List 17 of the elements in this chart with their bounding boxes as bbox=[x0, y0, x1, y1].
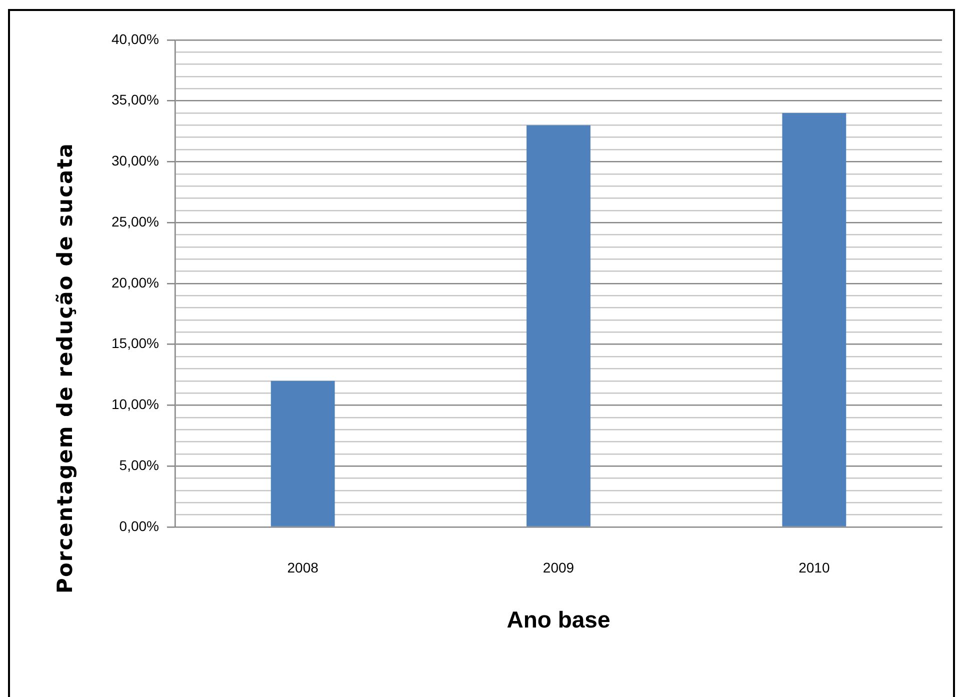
x-tick-label: 2009 bbox=[542, 559, 574, 576]
x-tick-label: 2010 bbox=[798, 559, 830, 576]
y-tick-label: 20,00% bbox=[112, 274, 159, 290]
y-tick-label: 0,00% bbox=[119, 518, 159, 534]
y-tick-label: 30,00% bbox=[112, 152, 159, 169]
y-tick-label: 15,00% bbox=[112, 335, 159, 352]
y-tick-label: 40,00% bbox=[112, 30, 159, 47]
bar bbox=[782, 113, 846, 526]
x-tick-label: 2008 bbox=[287, 559, 319, 576]
y-tick-label: 10,00% bbox=[112, 396, 159, 412]
y-tick-label: 35,00% bbox=[112, 92, 159, 108]
bar bbox=[270, 380, 335, 526]
x-axis-title: Ano base bbox=[506, 606, 610, 633]
bar bbox=[526, 125, 590, 526]
y-tick-label: 25,00% bbox=[112, 213, 159, 230]
y-axis-title: Porcentagem de redução de sucata bbox=[53, 142, 77, 594]
y-tick-label: 5,00% bbox=[119, 456, 159, 473]
